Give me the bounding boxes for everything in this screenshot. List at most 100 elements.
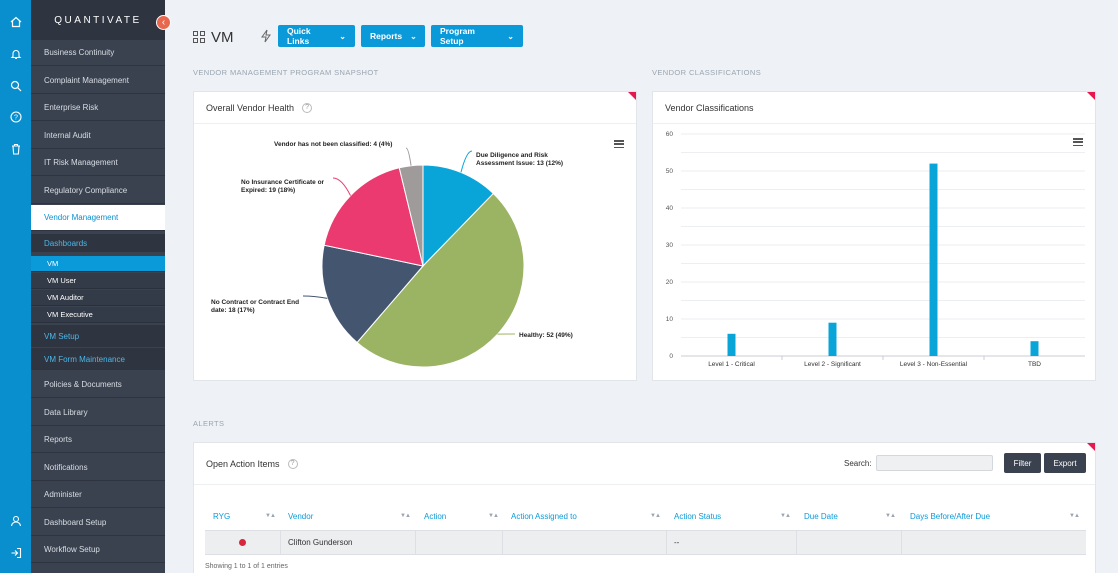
sidebar-item-it-risk-management[interactable]: IT Risk Management [31,150,165,176]
pie-connector [405,147,412,166]
sidebar-subitem-vm-auditor[interactable]: VM Auditor [31,290,165,306]
sort-icon[interactable]: ▼▲ [885,513,896,519]
bar[interactable] [1030,341,1039,356]
export-button[interactable]: Export [1044,453,1086,473]
page-title: VM [211,28,234,46]
help-icon[interactable]: ? [287,458,298,469]
bar[interactable] [929,163,938,356]
card-header: Vendor Classifications [653,92,1095,124]
filter-button[interactable]: Filter [1004,453,1041,473]
table-row[interactable] [205,530,1086,555]
bar[interactable] [727,333,736,356]
grid-icon [193,31,205,43]
chevron-down-icon: ⌄ [410,31,417,41]
sort-icon[interactable]: ▼▲ [650,513,661,519]
y-tick-label: 60 [666,131,674,138]
vendor-health-card: Overall Vendor Health ? Due Diligence an… [193,91,637,381]
search-label: Search: [844,459,872,468]
column-header-due-date[interactable]: Due Date [804,512,838,521]
card-corner-marker [628,92,636,100]
y-tick-label: 10 [666,316,674,323]
program-setup-dropdown[interactable]: Program Setup ⌄ [431,25,523,47]
column-header-action[interactable]: Action [424,512,447,521]
pie-slice[interactable] [323,167,424,267]
sidebar-subitem-vm-user[interactable]: VM User [31,273,165,289]
search-icon[interactable] [6,76,26,96]
y-tick-label: 0 [669,353,673,360]
sidebar-item-workflow-setup[interactable]: Workflow Setup [31,537,165,563]
column-divider [415,530,416,555]
sidebar-item-internal-audit[interactable]: Internal Audit [31,123,165,149]
sort-icon[interactable]: ▼▲ [400,513,411,519]
sidebar-item-policies-documents[interactable]: Policies & Documents [31,372,165,398]
sidebar-item-notifications[interactable]: Notifications [31,455,165,481]
card-header: Overall Vendor Health ? [194,92,636,124]
search-input[interactable] [876,455,993,471]
pie-connector [302,295,328,299]
sidebar-item-vm-form-maintenance[interactable]: VM Form Maintenance [31,348,165,370]
x-tick-label: Level 2 - Significant [804,361,861,368]
help-icon[interactable]: ? [302,102,313,113]
user-icon[interactable] [6,511,26,531]
sort-icon[interactable]: ▼▲ [1069,513,1080,519]
sidebar-item-enterprise-risk[interactable]: Enterprise Risk [31,95,165,121]
chevron-down-icon: ⌄ [507,31,514,41]
sidebar-item-reports[interactable]: Reports [31,427,165,453]
sidebar-subitem-vm-executive[interactable]: VM Executive [31,307,165,323]
x-tick-label: TBD [1028,361,1041,368]
x-tick-label: Level 3 - Non-Essential [900,361,968,368]
page-header: VM [193,25,234,49]
quick-links-dropdown[interactable]: Quick Links ⌄ [278,25,355,47]
card-title: Vendor Classifications [665,102,754,113]
logout-icon[interactable] [6,543,26,563]
sidebar-item-dashboard-setup[interactable]: Dashboard Setup [31,510,165,536]
y-tick-label: 30 [666,242,674,249]
column-header-assigned[interactable]: Action Assigned to [511,512,577,521]
sidebar-subitem-vm[interactable]: VM [31,256,165,272]
column-header-status[interactable]: Action Status [674,512,722,521]
pie-data-label: No Contract or Contract End date: 18 (17%… [211,299,299,314]
pie-connector [332,177,351,196]
chart-menu-icon[interactable] [1073,138,1083,146]
section-label-classifications: VENDOR CLASSIFICATIONS [652,68,762,77]
sidebar-item-regulatory-compliance[interactable]: Regulatory Compliance [31,178,165,204]
pie-data-label: No Insurance Certificate or Expired: 19 (… [241,179,325,194]
bell-icon[interactable] [6,44,26,64]
card-corner-marker [1087,443,1095,451]
reports-dropdown[interactable]: Reports ⌄ [361,25,425,47]
help-circle-icon[interactable]: ? [6,107,26,127]
sort-icon[interactable]: ▼▲ [488,513,499,519]
section-label-alerts: ALERTS [193,419,225,428]
sidebar-item-vm-setup[interactable]: VM Setup [31,325,165,347]
home-icon[interactable] [6,12,26,32]
sidebar-item-data-library[interactable]: Data Library [31,400,165,426]
sort-icon[interactable]: ▼▲ [780,513,791,519]
quick-links-label: Quick Links [287,26,311,46]
lightning-icon[interactable] [260,29,272,43]
column-header-days[interactable]: Days Before/After Due [910,512,991,521]
sidebar-item-administer[interactable]: Administer [31,482,165,508]
trash-icon[interactable] [6,139,26,159]
program-setup-label: Program Setup [440,26,475,46]
sidebar-item-complaint-management[interactable]: Complaint Management [31,68,165,94]
chart-menu-icon[interactable] [614,140,624,148]
pie-slice[interactable] [398,164,424,267]
sidebar-group-dashboards[interactable]: Dashboards [31,234,165,252]
svg-text:?: ? [14,115,18,122]
collapse-sidebar-button[interactable]: ‹ [156,15,171,30]
bar[interactable] [828,322,837,356]
column-header-ryg[interactable]: RYG [213,512,231,521]
column-divider [280,530,281,555]
cell-vendor: Clifton Gunderson [288,538,353,547]
column-header-vendor[interactable]: Vendor [288,512,314,521]
column-divider [502,530,503,555]
sort-icon[interactable]: ▼▲ [265,513,276,519]
pie-data-label: Due Diligence and Risk Assessment Issue: … [476,152,563,167]
section-label-snapshot: VENDOR MANAGEMENT PROGRAM SNAPSHOT [193,68,379,77]
pie-slice[interactable] [321,244,424,344]
sidebar-item-business-continuity[interactable]: Business Continuity [31,40,165,66]
x-tick-label: Level 1 - Critical [708,361,755,368]
sidebar-item-vendor-management[interactable]: Vendor Management [31,205,165,231]
chevron-down-icon: ⌄ [339,31,346,41]
bar-chart: 0 10 20 30 40 50 60 Level 1 - Critical Level 2 -… [666,131,1085,368]
